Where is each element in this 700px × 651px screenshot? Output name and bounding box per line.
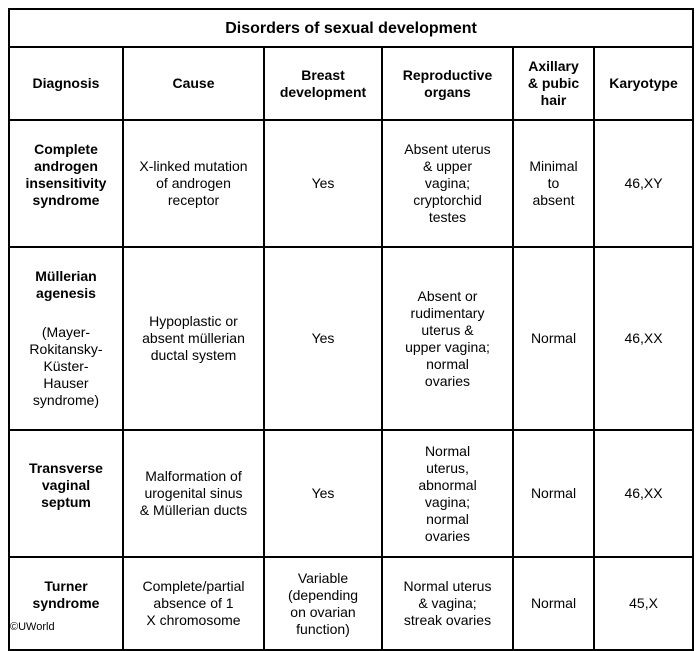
column-header-axillary-pubic-hair: Axillary & pubic hair — [512, 46, 595, 121]
column-header-reproductive-organs: Reproductive organs — [381, 46, 514, 121]
reproductive-organs-cell: Normal uterus, abnormal vagina; normal o… — [381, 429, 514, 558]
cause-cell: Complete/partial absence of 1 X chromoso… — [122, 556, 265, 651]
cause-cell: Malformation of urogenital sinus & Mülle… — [122, 429, 265, 558]
karyotype-cell: 45,X — [592, 556, 695, 651]
disorders-of-sexual-development-table: Disorders of sexual development Diagnosi… — [7, 8, 695, 651]
breast-development-cell: Yes — [263, 119, 383, 248]
column-header-diagnosis: Diagnosis — [8, 46, 124, 121]
column-header-karyotype: Karyotype — [592, 46, 695, 121]
diagnosis-name: Turner syndrome — [32, 578, 100, 611]
breast-development-cell: Variable (depending on ovarian function) — [263, 556, 383, 651]
table-header-row: Diagnosis Cause Breast development Repro… — [8, 46, 695, 121]
table-title-row: Disorders of sexual development — [7, 8, 695, 48]
cause-cell: Hypoplastic or absent müllerian ductal s… — [122, 246, 265, 431]
diagnosis-cell: Complete androgen insensitivity syndrome — [8, 119, 124, 248]
reproductive-organs-cell: Absent or rudimentary uterus & upper vag… — [381, 246, 514, 431]
copyright-label: ©UWorld — [10, 621, 55, 633]
diagnosis-note: (Mayer- Rokitansky- Küster- Hauser syndr… — [29, 324, 103, 408]
cause-cell: X-linked mutation of androgen receptor — [122, 119, 265, 248]
breast-development-cell: Yes — [263, 429, 383, 558]
karyotype-cell: 46,XY — [592, 119, 695, 248]
karyotype-cell: 46,XX — [592, 429, 695, 558]
axillary-pubic-hair-cell: Minimal to absent — [512, 119, 595, 248]
diagnosis-name: Transverse vaginal septum — [29, 459, 103, 510]
diagnosis-cell: Müllerian agenesis (Mayer- Rokitansky- K… — [8, 246, 124, 431]
karyotype-cell: 46,XX — [592, 246, 695, 431]
column-header-breast-development: Breast development — [263, 46, 383, 121]
table-row-transverse-vaginal-septum: Transverse vaginal septum Malformation o… — [8, 429, 695, 558]
diagnosis-cell: Turner syndrome — [8, 556, 124, 651]
diagnosis-name: Müllerian agenesis — [35, 268, 97, 301]
column-header-cause: Cause — [122, 46, 265, 121]
reproductive-organs-cell: Normal uterus & vagina; streak ovaries — [381, 556, 514, 651]
table-row-complete-androgen-insensitivity: Complete androgen insensitivity syndrome… — [8, 119, 695, 248]
axillary-pubic-hair-cell: Normal — [512, 246, 595, 431]
diagnosis-name: Complete androgen insensitivity syndrome — [25, 141, 107, 208]
breast-development-cell: Yes — [263, 246, 383, 431]
table-title: Disorders of sexual development — [7, 8, 695, 48]
axillary-pubic-hair-cell: Normal — [512, 556, 595, 651]
table-row-mullerian-agenesis: Müllerian agenesis (Mayer- Rokitansky- K… — [8, 246, 695, 431]
table-row-turner-syndrome: Turner syndrome Complete/partial absence… — [8, 556, 695, 651]
axillary-pubic-hair-cell: Normal — [512, 429, 595, 558]
diagnosis-cell: Transverse vaginal septum — [8, 429, 124, 558]
reproductive-organs-cell: Absent uterus & upper vagina; cryptorchi… — [381, 119, 514, 248]
page: Disorders of sexual development Diagnosi… — [7, 8, 695, 651]
